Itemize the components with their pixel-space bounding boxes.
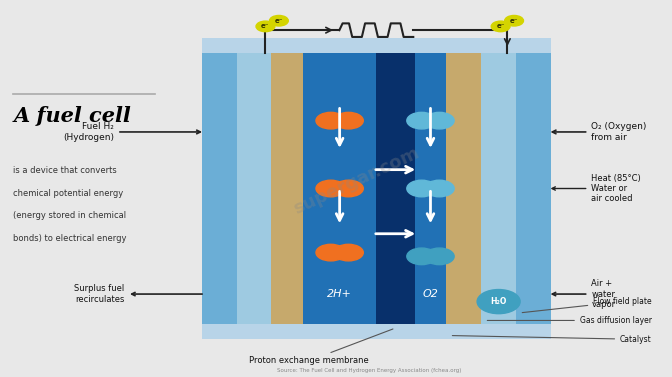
Circle shape bbox=[407, 248, 436, 265]
Text: Flow field plate: Flow field plate bbox=[522, 297, 652, 313]
Circle shape bbox=[316, 244, 345, 261]
Circle shape bbox=[407, 112, 436, 129]
Text: O2: O2 bbox=[423, 289, 438, 299]
Bar bbox=[415, 53, 446, 324]
Text: chemical potential energy: chemical potential energy bbox=[13, 188, 124, 198]
Circle shape bbox=[334, 244, 364, 261]
Circle shape bbox=[425, 248, 454, 265]
Bar bbox=[237, 53, 271, 324]
Bar bbox=[376, 53, 415, 324]
Text: e⁻: e⁻ bbox=[261, 23, 269, 29]
Bar bbox=[481, 53, 516, 324]
Text: H₂O: H₂O bbox=[491, 297, 507, 306]
Circle shape bbox=[425, 112, 454, 129]
Text: supergar.com: supergar.com bbox=[290, 144, 422, 218]
Circle shape bbox=[316, 112, 345, 129]
Text: A fuel cell: A fuel cell bbox=[13, 106, 131, 126]
Circle shape bbox=[425, 180, 454, 197]
Circle shape bbox=[477, 290, 520, 314]
Text: Fuel H₂
(Hydrogen): Fuel H₂ (Hydrogen) bbox=[63, 122, 200, 142]
Text: Catalyst: Catalyst bbox=[452, 335, 652, 344]
Circle shape bbox=[334, 180, 364, 197]
Bar bbox=[303, 53, 376, 324]
Bar bbox=[271, 53, 303, 324]
Text: e⁻: e⁻ bbox=[497, 23, 505, 29]
Text: e⁻: e⁻ bbox=[510, 18, 518, 24]
Bar bbox=[202, 38, 551, 339]
Circle shape bbox=[407, 180, 436, 197]
Text: Source: The Fuel Cell and Hydrogen Energy Association (fchea.org): Source: The Fuel Cell and Hydrogen Energ… bbox=[278, 368, 462, 373]
Text: Air +
water
vapor: Air + water vapor bbox=[552, 279, 616, 309]
Circle shape bbox=[334, 112, 364, 129]
Text: Gas diffusion layer: Gas diffusion layer bbox=[487, 316, 652, 325]
Circle shape bbox=[491, 21, 510, 32]
Text: is a device that converts: is a device that converts bbox=[13, 166, 117, 175]
Text: Heat (85°C)
Water or
air cooled: Heat (85°C) Water or air cooled bbox=[552, 173, 641, 204]
Text: (energy stored in chemical: (energy stored in chemical bbox=[13, 211, 126, 220]
Text: Proton exchange membrane: Proton exchange membrane bbox=[249, 329, 393, 365]
Circle shape bbox=[256, 21, 275, 32]
Text: O₂ (Oxygen)
from air: O₂ (Oxygen) from air bbox=[552, 122, 646, 142]
Bar bbox=[516, 53, 551, 324]
Bar bbox=[446, 53, 481, 324]
Bar bbox=[202, 53, 237, 324]
Circle shape bbox=[505, 15, 523, 26]
Text: bonds) to electrical energy: bonds) to electrical energy bbox=[13, 234, 127, 243]
Text: e⁻: e⁻ bbox=[275, 18, 283, 24]
Text: Surplus fuel
recirculates: Surplus fuel recirculates bbox=[74, 284, 202, 304]
Circle shape bbox=[316, 180, 345, 197]
Text: 2H+: 2H+ bbox=[327, 289, 352, 299]
Circle shape bbox=[269, 15, 288, 26]
